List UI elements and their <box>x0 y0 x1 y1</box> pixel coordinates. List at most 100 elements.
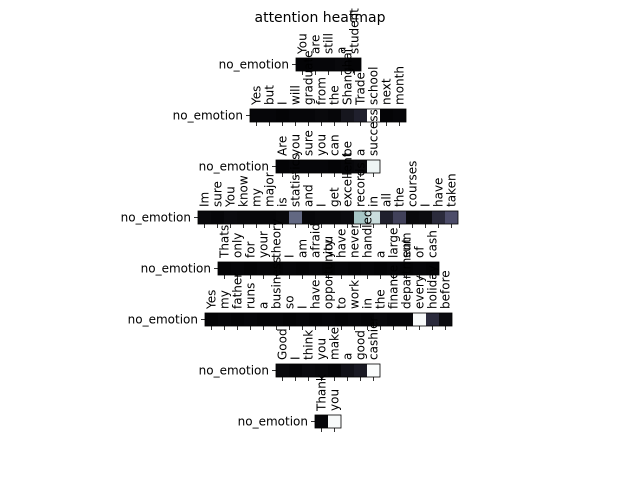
heatmap-cell <box>322 58 335 71</box>
heatmap-cell <box>289 211 302 224</box>
token-label: Shanghai <box>341 49 355 105</box>
token-label: you <box>315 338 329 360</box>
heatmap-cell <box>302 160 315 173</box>
heatmap-cell <box>205 313 218 326</box>
token-label: a <box>257 302 271 309</box>
token-label: holiday <box>426 265 440 309</box>
token-label: I <box>289 356 303 360</box>
token-label: Thank <box>315 374 329 412</box>
heatmap-cell <box>348 313 361 326</box>
token-label: in <box>361 298 375 309</box>
heatmap-cell <box>328 364 341 377</box>
token-label: graduate <box>302 50 316 105</box>
heatmap-cell <box>309 58 322 71</box>
heatmap-cell <box>198 211 211 224</box>
token-label: I <box>315 203 329 207</box>
heatmap-cell <box>224 211 237 224</box>
token-label: a <box>354 149 368 156</box>
row-frame <box>314 414 342 429</box>
heatmap-cell <box>354 160 367 173</box>
heatmap-cell <box>237 211 250 224</box>
heatmap-cell <box>250 109 263 122</box>
token-label: have <box>432 178 446 207</box>
heatmap-cell <box>315 109 328 122</box>
heatmap-cell <box>218 313 231 326</box>
token-label: I <box>296 305 310 309</box>
heatmap-row: no_emotion You are still a student <box>219 8 362 75</box>
heatmap-cell <box>328 109 341 122</box>
token-label: a <box>335 47 349 54</box>
heatmap-cell <box>374 313 387 326</box>
heatmap-cell <box>367 211 380 224</box>
token-label: Thats <box>218 225 232 259</box>
token-label: courses <box>406 161 420 207</box>
heatmap-cell <box>361 262 374 275</box>
token-label: a <box>341 353 355 360</box>
row-label: no_emotion <box>141 262 211 276</box>
heatmap-cell <box>328 415 341 428</box>
row-frame <box>204 312 453 327</box>
token-label: sure <box>302 130 316 156</box>
heatmap-cell <box>289 109 302 122</box>
token-label: Im <box>198 192 212 207</box>
row-frame <box>295 57 362 72</box>
heatmap-cell <box>445 211 458 224</box>
heatmap-cell <box>380 211 393 224</box>
token-label: sum <box>400 232 414 258</box>
heatmap-cell <box>328 211 341 224</box>
token-label: think <box>302 330 316 360</box>
token-label: to <box>335 297 349 309</box>
heatmap-cell <box>315 364 328 377</box>
row-frame <box>275 159 381 174</box>
token-label: cash <box>426 230 440 258</box>
row-label: no_emotion <box>199 364 269 378</box>
token-label: opportunity <box>322 239 336 309</box>
token-label: you <box>328 389 342 411</box>
heatmap-cell <box>231 313 244 326</box>
token-label: work <box>348 280 362 309</box>
heatmap-row: no_emotion Thank you <box>238 374 342 432</box>
token-label: of <box>413 246 427 258</box>
token-label: cashier <box>367 316 381 360</box>
heatmap-cell <box>367 364 380 377</box>
token-label: I <box>276 101 290 105</box>
heatmap-cell <box>211 211 224 224</box>
token-label: month <box>393 66 407 105</box>
heatmap-cell <box>302 109 315 122</box>
token-label: for <box>244 241 258 258</box>
heatmap-cell <box>400 262 413 275</box>
token-label: student <box>348 8 362 54</box>
heatmap-cell <box>276 160 289 173</box>
heatmap-cell <box>283 313 296 326</box>
token-label: finance <box>387 265 401 309</box>
token-label: the <box>374 289 388 309</box>
heatmap-cell <box>439 313 452 326</box>
token-label: statistics <box>289 154 303 208</box>
token-label: is <box>276 197 290 207</box>
token-label: excellent <box>341 152 355 207</box>
token-label: know <box>237 175 251 207</box>
heatmap-cell <box>289 364 302 377</box>
heatmap-cell <box>348 262 361 275</box>
token-label: so <box>283 295 297 309</box>
heatmap-cell <box>387 262 400 275</box>
row-label: no_emotion <box>128 313 198 327</box>
heatmap-cell <box>322 313 335 326</box>
heatmap-cell <box>419 211 432 224</box>
heatmap-cell <box>367 160 380 173</box>
row-label: no_emotion <box>238 415 308 429</box>
heatmap-cell <box>354 211 367 224</box>
token-label: get <box>328 187 342 207</box>
heatmap-cell <box>263 109 276 122</box>
token-label: every <box>413 275 427 309</box>
heatmap-cell <box>270 313 283 326</box>
token-label: afraid <box>309 223 323 258</box>
token-label: and <box>302 184 316 207</box>
heatmap-cell <box>328 160 341 173</box>
row-frame <box>249 108 407 123</box>
token-label: have <box>335 229 349 258</box>
token-label: your <box>257 231 271 258</box>
heatmap-cell <box>244 262 257 275</box>
token-label: the <box>393 187 407 207</box>
